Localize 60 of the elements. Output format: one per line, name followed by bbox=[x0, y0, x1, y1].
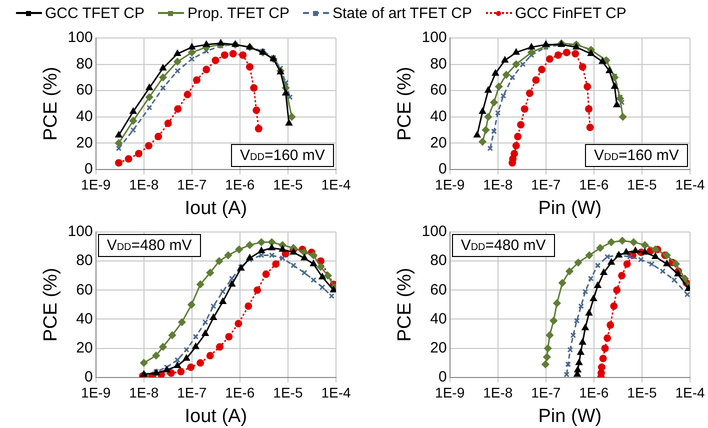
y-tick-label: 60 bbox=[430, 281, 447, 298]
legend-label: GCC FinFET CP bbox=[514, 4, 626, 22]
y-tick-label: 60 bbox=[430, 82, 447, 99]
y-tick-label: 40 bbox=[76, 108, 93, 125]
y-tick-label: 20 bbox=[430, 339, 447, 356]
y-tick-label: 60 bbox=[76, 281, 93, 298]
x-tick-label: 1E-4 bbox=[675, 176, 705, 193]
x-tick-label: 1E-9 bbox=[435, 384, 465, 401]
y-axis-title: PCE (%) bbox=[394, 66, 416, 141]
x-tick-label: 1E-6 bbox=[225, 176, 255, 193]
x-tick-label: 1E-4 bbox=[675, 384, 705, 401]
y-tick-label: 80 bbox=[430, 55, 447, 72]
x-axis-title: Iout (A) bbox=[184, 198, 248, 219]
y-tick-label: 0 bbox=[438, 160, 447, 178]
y-tick-label: 20 bbox=[76, 339, 93, 356]
x-axis-title: Pin (W) bbox=[538, 198, 602, 219]
x-tick-label: 1E-9 bbox=[435, 176, 465, 193]
x-tick-label: 1E-7 bbox=[177, 384, 207, 401]
y-tick-label: 20 bbox=[76, 134, 93, 152]
x-tick-label: 1E-8 bbox=[129, 176, 159, 193]
x-tick-label: 1E-8 bbox=[483, 176, 513, 193]
x-tick-label: 1E-9 bbox=[81, 176, 111, 193]
y-axis-title: PCE (%) bbox=[40, 66, 62, 141]
legend-label: State of art TFET CP bbox=[332, 4, 472, 22]
x-tick-label: 1E-6 bbox=[579, 176, 609, 193]
y-tick-label: 0 bbox=[84, 368, 93, 386]
y-axis-title: PCE (%) bbox=[394, 268, 416, 342]
x-tick-label: 1E-4 bbox=[321, 384, 351, 401]
y-tick-label: 80 bbox=[76, 55, 93, 72]
x-axis-title: Iout (A) bbox=[184, 406, 248, 427]
y-tick-label: 0 bbox=[84, 160, 93, 178]
y-axis-title: PCE (%) bbox=[40, 268, 62, 342]
x-tick-label: 1E-7 bbox=[531, 384, 561, 401]
x-tick-label: 1E-5 bbox=[273, 384, 303, 401]
x-tick-label: 1E-5 bbox=[627, 176, 657, 193]
x-tick-label: 1E-5 bbox=[273, 176, 303, 193]
x-tick-label: 1E-7 bbox=[177, 176, 207, 193]
x-tick-label: 1E-9 bbox=[81, 384, 111, 401]
legend-label: GCC TFET CP bbox=[45, 4, 144, 22]
x-tick-label: 1E-5 bbox=[627, 384, 657, 401]
y-tick-label: 40 bbox=[430, 108, 447, 125]
y-tick-label: 40 bbox=[76, 310, 93, 328]
y-tick-label: 100 bbox=[68, 29, 93, 46]
y-tick-label: 80 bbox=[430, 252, 447, 270]
y-tick-label: 40 bbox=[430, 310, 447, 328]
x-axis-title: Pin (W) bbox=[538, 406, 602, 427]
x-tick-label: 1E-4 bbox=[321, 176, 351, 193]
x-tick-label: 1E-6 bbox=[579, 384, 609, 401]
x-tick-label: 1E-6 bbox=[225, 384, 255, 401]
y-tick-label: 100 bbox=[68, 223, 93, 240]
y-tick-label: 20 bbox=[430, 134, 447, 152]
y-tick-label: 100 bbox=[422, 223, 447, 240]
legend-label: Prop. TFET CP bbox=[187, 4, 290, 22]
y-tick-label: 100 bbox=[422, 29, 447, 46]
y-tick-label: 0 bbox=[438, 368, 447, 386]
x-tick-label: 1E-8 bbox=[129, 384, 159, 401]
x-tick-label: 1E-7 bbox=[531, 176, 561, 193]
y-tick-label: 80 bbox=[76, 252, 93, 270]
y-tick-label: 60 bbox=[76, 82, 93, 99]
x-tick-label: 1E-8 bbox=[483, 384, 513, 401]
